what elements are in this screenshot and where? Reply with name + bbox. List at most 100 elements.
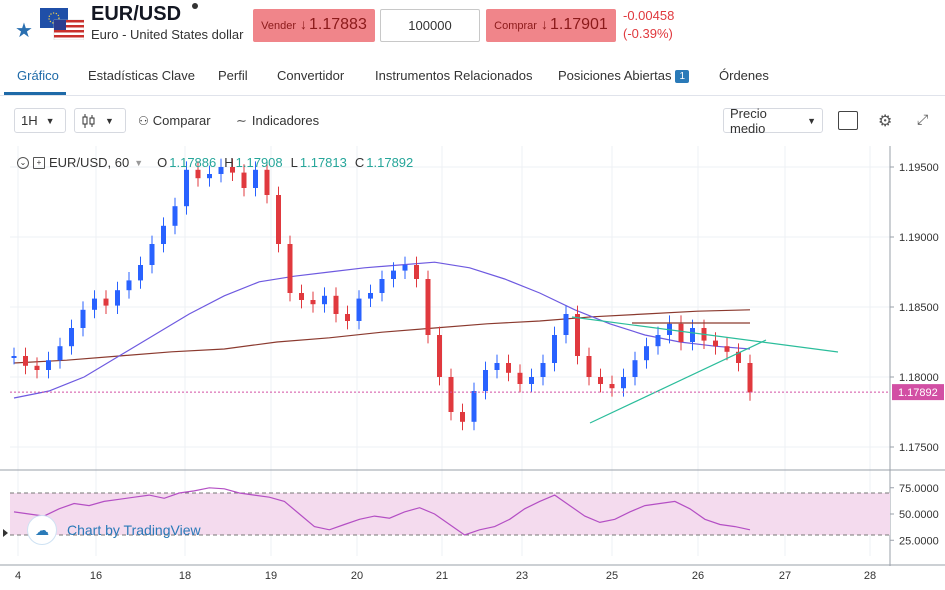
candle-body [287,244,293,293]
time-tick-label: 23 [516,570,528,582]
candle-body [115,290,120,306]
candle-body [575,314,580,356]
candle-body [322,295,327,305]
candle-body [23,356,28,366]
last-price-label: 1.17892 [898,387,938,399]
time-tick-label: 25 [606,570,618,582]
time-tick-label: 16 [90,570,102,582]
legend-title: EUR/USD, 60 [49,155,130,170]
symbol-title: EUR/USD [91,3,182,25]
candle-body [414,265,419,279]
candle-body [448,377,454,412]
legend-close: 1.17892 [366,155,414,170]
price-chart[interactable]: 1.19500 1.19000 1.18500 1.18000 1.17500 1.178… [0,146,945,585]
legend-l-label: L [290,155,298,170]
pane-arrow-icon [3,529,8,537]
indicators-button[interactable]: ∼ Indicadores [236,113,319,129]
candle-body [655,335,661,347]
candles-icon [82,113,95,128]
tab-perfil[interactable]: Perfil [218,68,248,83]
buy-arrow-icon: ↓ [540,16,548,32]
collapse-icon[interactable]: ⌄ [17,156,29,169]
eur-usd-flag-icon [40,8,84,40]
last-price-label-bg [892,384,944,401]
candle-body [241,172,247,188]
candle-body [57,346,63,361]
rsi-tick-label: 25.0000 [899,535,939,547]
buy-price: 1.17901 [549,16,608,33]
fullscreen-square-button[interactable] [838,111,858,130]
time-tick-label: 20 [351,570,363,582]
candle-body [207,174,212,179]
compare-button[interactable]: ⚇ Comparar [138,113,211,128]
candle-body [149,244,155,265]
legend-open: 1.17886 [169,155,217,170]
add-icon[interactable]: + [33,156,45,169]
candle-body [621,377,626,389]
candle-body [379,279,385,293]
buy-button[interactable]: Comprar ↓ 1.17901 [486,9,616,42]
sell-label: Vender [261,20,297,32]
trendline-upper [571,316,839,353]
expand-icon[interactable]: ⤢ [917,111,929,127]
rsi-line [13,487,751,536]
tab-instrumentos[interactable]: Instrumentos Relacionados [375,68,533,83]
legend-caret-icon: ▼ [134,157,144,168]
tab-ordenes[interactable]: Órdenes [719,68,769,83]
price-tick-label: 1.19000 [899,232,939,244]
chart-area[interactable]: 1.19500 1.19000 1.18500 1.18000 1.17500 1.178… [0,146,945,585]
candle-body [391,270,396,279]
price-mode-select[interactable]: Precio medio ▼ [723,105,823,136]
tab-bar: Gráfico Estadísticas Clave Perfil Conver… [0,60,945,96]
candle-body [69,328,74,347]
indicators-label: Indicadores [251,113,320,128]
candle-body [11,356,17,358]
sell-arrow-icon: ↓ [300,16,308,32]
price-tick-label: 1.19500 [899,162,939,174]
candle-body [264,169,270,195]
legend-low: 1.17813 [299,155,347,170]
candle-body [437,335,442,377]
candle-body [736,351,741,363]
indicators-icon: ∼ [236,113,247,128]
candle-body [46,360,51,370]
tab-estadisticas[interactable]: Estadísticas Clave [88,68,195,83]
legend-high: 1.17908 [235,155,283,170]
candle-body [724,346,730,352]
live-dot [192,3,198,9]
time-tick-label: 26 [692,570,704,582]
price-tick-label: 1.17500 [899,442,939,454]
candle-body [195,169,201,179]
tradingview-watermark[interactable]: ☁ Chart by TradingView [27,515,201,545]
time-tick-label: 28 [864,570,876,582]
tab-posiciones-label: Posiciones Abiertas [558,68,672,83]
sell-button[interactable]: Vender ↓ 1.17883 [253,9,375,42]
legend-o-label: O [157,155,168,170]
header: ★ EUR/USD Euro - United States dollar Ve… [0,0,945,52]
gear-icon[interactable]: ⚙ [878,113,893,130]
interval-select[interactable]: 1H ▼ [14,108,66,133]
quantity-input[interactable]: 100000 [380,9,480,42]
legend-c-label: C [354,155,365,170]
candle-body [161,225,166,244]
candle-body [92,298,97,310]
tab-grafico[interactable]: Gráfico [17,68,59,83]
chevron-down-icon: ▼ [105,115,114,126]
price-tick-label: 1.18000 [899,372,939,384]
tab-posiciones[interactable]: Posiciones Abiertas 1 [558,68,690,83]
price-tick-label: 1.18500 [899,302,939,314]
compare-label: Comparar [152,113,211,128]
candle-body [563,314,569,335]
sma-mid-line [13,261,751,399]
candle-body [80,309,86,328]
rsi-tick-label: 75.0000 [899,483,939,495]
tab-convertidor[interactable]: Convertidor [277,68,345,83]
star-icon[interactable]: ★ [15,20,33,42]
chevron-down-icon: ▼ [807,115,816,126]
candle-body [644,346,649,361]
candle-body [333,295,339,314]
chart-type-select[interactable]: ▼ [74,108,126,133]
price-mode-value: Precio medio [730,105,767,136]
interval-value: 1H [21,113,38,128]
candle-body [345,314,350,321]
